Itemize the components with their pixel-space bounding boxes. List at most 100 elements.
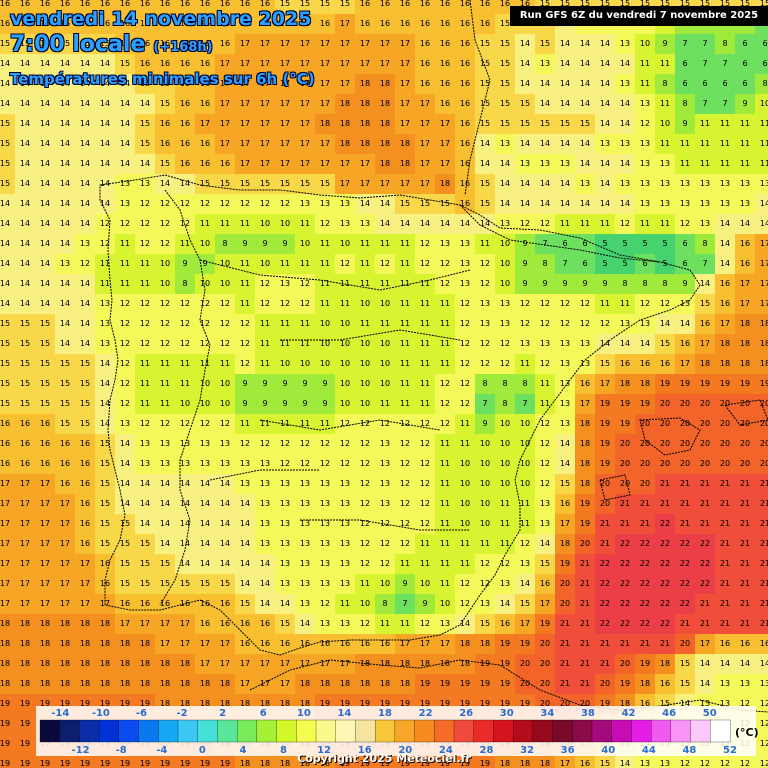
field-cell [275, 534, 295, 554]
grid-value: 12 [560, 299, 570, 308]
grid-value: 8 [542, 259, 547, 268]
field-cell [215, 194, 235, 214]
field-cell [335, 34, 355, 54]
field-cell [135, 474, 155, 494]
field-cell [335, 434, 355, 454]
field-cell [55, 254, 75, 274]
field-cell [335, 74, 355, 94]
grid-value: 10 [360, 599, 370, 608]
grid-value: 14 [500, 179, 510, 188]
grid-value: 12 [120, 299, 130, 308]
grid-value: 16 [420, 19, 430, 28]
grid-value: 12 [520, 539, 530, 548]
grid-value: 15 [0, 339, 10, 348]
field-cell [95, 354, 115, 374]
field-cell [595, 174, 615, 194]
grid-value: 20 [720, 459, 730, 468]
field-cell [275, 234, 295, 254]
grid-value: 11 [420, 299, 430, 308]
field-cell [675, 214, 695, 234]
field-cell [655, 514, 675, 534]
grid-value: 17 [260, 119, 270, 128]
grid-value: 17 [60, 539, 70, 548]
grid-value: 17 [380, 39, 390, 48]
field-cell [655, 394, 675, 414]
grid-value: 13 [620, 179, 630, 188]
field-cell [595, 454, 615, 474]
grid-value: 15 [60, 359, 70, 368]
grid-value: 20 [740, 439, 750, 448]
grid-value: 17 [40, 499, 50, 508]
field-cell [235, 154, 255, 174]
field-cell [15, 294, 35, 314]
grid-value: 9 [182, 259, 187, 268]
field-cell [495, 554, 515, 574]
field-cell [75, 14, 95, 34]
grid-value: 14 [580, 159, 590, 168]
grid-value: 17 [40, 519, 50, 528]
grid-value: 10 [480, 439, 490, 448]
grid-value: 16 [80, 439, 90, 448]
field-cell [275, 554, 295, 574]
field-cell [295, 54, 315, 74]
grid-value: 12 [500, 339, 510, 348]
grid-value: 14 [300, 619, 310, 628]
field-cell [395, 14, 415, 34]
grid-value: 17 [200, 659, 210, 668]
field-cell [55, 454, 75, 474]
field-cell [555, 374, 575, 394]
grid-value: 15 [80, 359, 90, 368]
field-cell [75, 274, 95, 294]
grid-value: 7 [702, 59, 707, 68]
grid-value: 22 [680, 579, 690, 588]
field-cell [315, 594, 335, 614]
grid-value: 16 [100, 559, 110, 568]
grid-value: 17 [400, 39, 410, 48]
grid-value: 15 [40, 379, 50, 388]
grid-value: 12 [340, 439, 350, 448]
grid-value: 17 [200, 119, 210, 128]
field-cell [235, 174, 255, 194]
grid-value: 12 [260, 279, 270, 288]
field-cell [435, 394, 455, 414]
field-cell [215, 134, 235, 154]
field-cell [15, 254, 35, 274]
grid-value: 13 [120, 199, 130, 208]
grid-value: 9 [262, 399, 267, 408]
grid-value: 17 [720, 319, 730, 328]
field-cell [115, 174, 135, 194]
grid-value: 12 [500, 359, 510, 368]
grid-value: 19 [640, 399, 650, 408]
forecast-time-value: 7:00 locale [10, 32, 146, 57]
field-cell [275, 274, 295, 294]
field-cell [115, 614, 135, 634]
grid-value: 16 [240, 619, 250, 628]
field-cell [595, 314, 615, 334]
field-cell [0, 94, 15, 114]
field-cell [455, 74, 475, 94]
grid-value: 13 [80, 239, 90, 248]
grid-value: 13 [520, 159, 530, 168]
grid-value: 14 [60, 199, 70, 208]
field-cell [455, 434, 475, 454]
grid-value: 16 [720, 299, 730, 308]
grid-value: 12 [360, 619, 370, 628]
field-cell [475, 34, 495, 54]
grid-value: 21 [560, 639, 570, 648]
grid-value: 10 [280, 219, 290, 228]
grid-value: 13 [740, 679, 750, 688]
field-cell [355, 434, 375, 454]
field-cell [275, 254, 295, 274]
field-cell [515, 54, 535, 74]
grid-value: 15 [260, 179, 270, 188]
grid-value: 16 [80, 499, 90, 508]
grid-value: 16 [220, 619, 230, 628]
field-cell [495, 134, 515, 154]
grid-value: 8 [482, 379, 487, 388]
field-cell [215, 14, 235, 34]
grid-value: 11 [700, 139, 710, 148]
field-cell [735, 294, 755, 314]
legend-swatch [256, 719, 278, 743]
grid-value: 17 [540, 599, 550, 608]
grid-value: 20 [600, 479, 610, 488]
